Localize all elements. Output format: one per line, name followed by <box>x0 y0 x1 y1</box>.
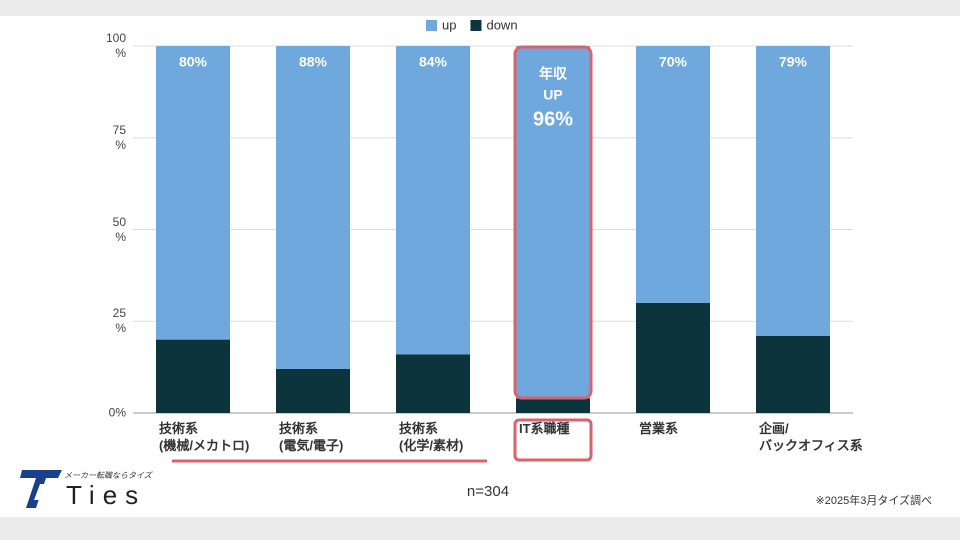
x-tick-label: IT系職種 <box>519 421 570 436</box>
legend-label: down <box>486 17 517 32</box>
bar-segment <box>756 335 830 413</box>
bar-segment <box>156 46 230 340</box>
legend-swatch <box>470 20 482 31</box>
bar-segment <box>636 46 710 303</box>
y-tick-label: 0% <box>108 405 126 420</box>
brand-name: Ties <box>66 480 146 510</box>
bar-segment <box>516 46 590 399</box>
value-label: 96% <box>533 108 573 130</box>
source-note: ※2025年3月タイズ調べ <box>816 493 932 507</box>
highlight-label-box <box>513 418 593 462</box>
bar-segment <box>156 339 230 413</box>
value-label: 88% <box>299 54 328 70</box>
bar-segment <box>516 398 590 413</box>
sample-size: n=304 <box>467 483 509 500</box>
value-label: 79% <box>779 54 808 70</box>
logo-mark-cut <box>34 484 48 500</box>
value-label: 70% <box>659 54 688 70</box>
x-tick-label: 技術系 (電気/電子) <box>279 421 344 453</box>
bar-segment <box>756 46 830 336</box>
highlight-box <box>513 45 593 400</box>
annotation: 年収 <box>539 66 568 82</box>
annotation: UP <box>543 87 562 103</box>
x-tick-label: 営業系 <box>639 421 679 436</box>
x-tick-label: 技術系 (化学/素材) <box>399 421 464 453</box>
bar-segment <box>396 354 470 413</box>
value-label: 84% <box>419 54 448 70</box>
bar-segment <box>396 46 470 355</box>
legend-swatch <box>426 20 437 31</box>
bar-segment <box>276 46 350 369</box>
y-tick-label: 25 % <box>112 306 126 336</box>
x-tick-label: 技術系 (機械/メカトロ) <box>159 421 250 453</box>
x-tick-label: 企画/ バックオフィス系 <box>759 421 863 453</box>
bar-segment <box>276 368 350 413</box>
y-tick-label: 75 % <box>112 122 126 152</box>
value-label: 80% <box>179 54 208 70</box>
legend-label: up <box>442 17 456 32</box>
y-tick-label: 100 % <box>105 31 126 60</box>
y-tick-label: 50 % <box>112 214 126 244</box>
bar-segment <box>636 302 710 413</box>
brand-tagline: メーカー転職ならタイズ <box>64 471 154 480</box>
